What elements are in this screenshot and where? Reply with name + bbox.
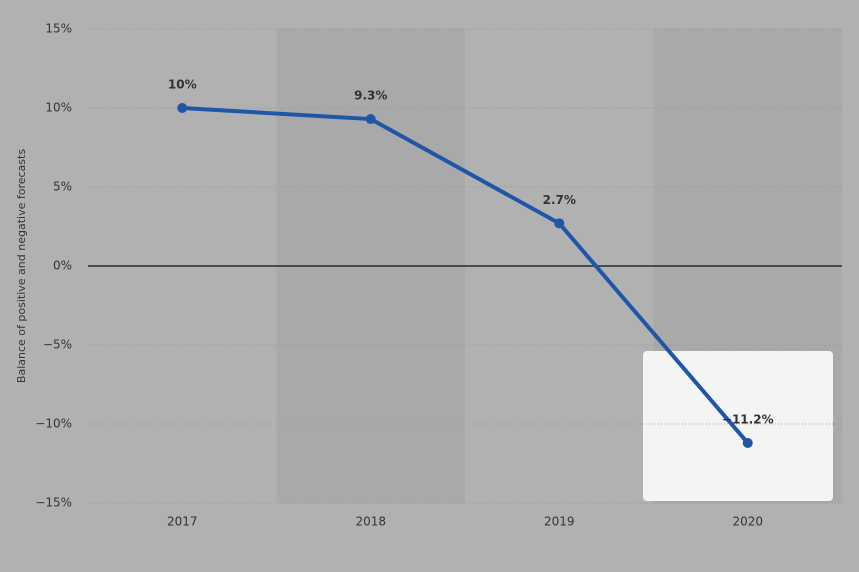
y-tick-label: −5%	[43, 338, 72, 352]
y-axis-label: Balance of positive and negative forecas…	[15, 149, 28, 383]
y-tick-label: −15%	[35, 496, 72, 510]
y-tick-label: 5%	[53, 180, 72, 194]
y-tick-label: 10%	[45, 101, 72, 115]
data-label: 2.7%	[543, 193, 576, 207]
x-tick-label: 2017	[167, 515, 198, 529]
data-label: −11.2%	[722, 412, 774, 426]
x-tick-label: 2018	[355, 515, 386, 529]
y-tick-label: −10%	[35, 417, 72, 431]
data-label: 10%	[168, 78, 197, 92]
y-tick-label: 0%	[53, 259, 72, 273]
highlight-box	[643, 351, 833, 501]
y-tick-label: 15%	[45, 22, 72, 36]
x-tick-label: 2020	[732, 515, 763, 529]
point	[177, 103, 188, 113]
point	[742, 437, 753, 448]
x-tick-label: 2019	[544, 515, 575, 529]
line	[182, 106, 750, 445]
point	[554, 218, 565, 229]
data-label: 9.3%	[354, 89, 387, 103]
point	[365, 114, 376, 125]
